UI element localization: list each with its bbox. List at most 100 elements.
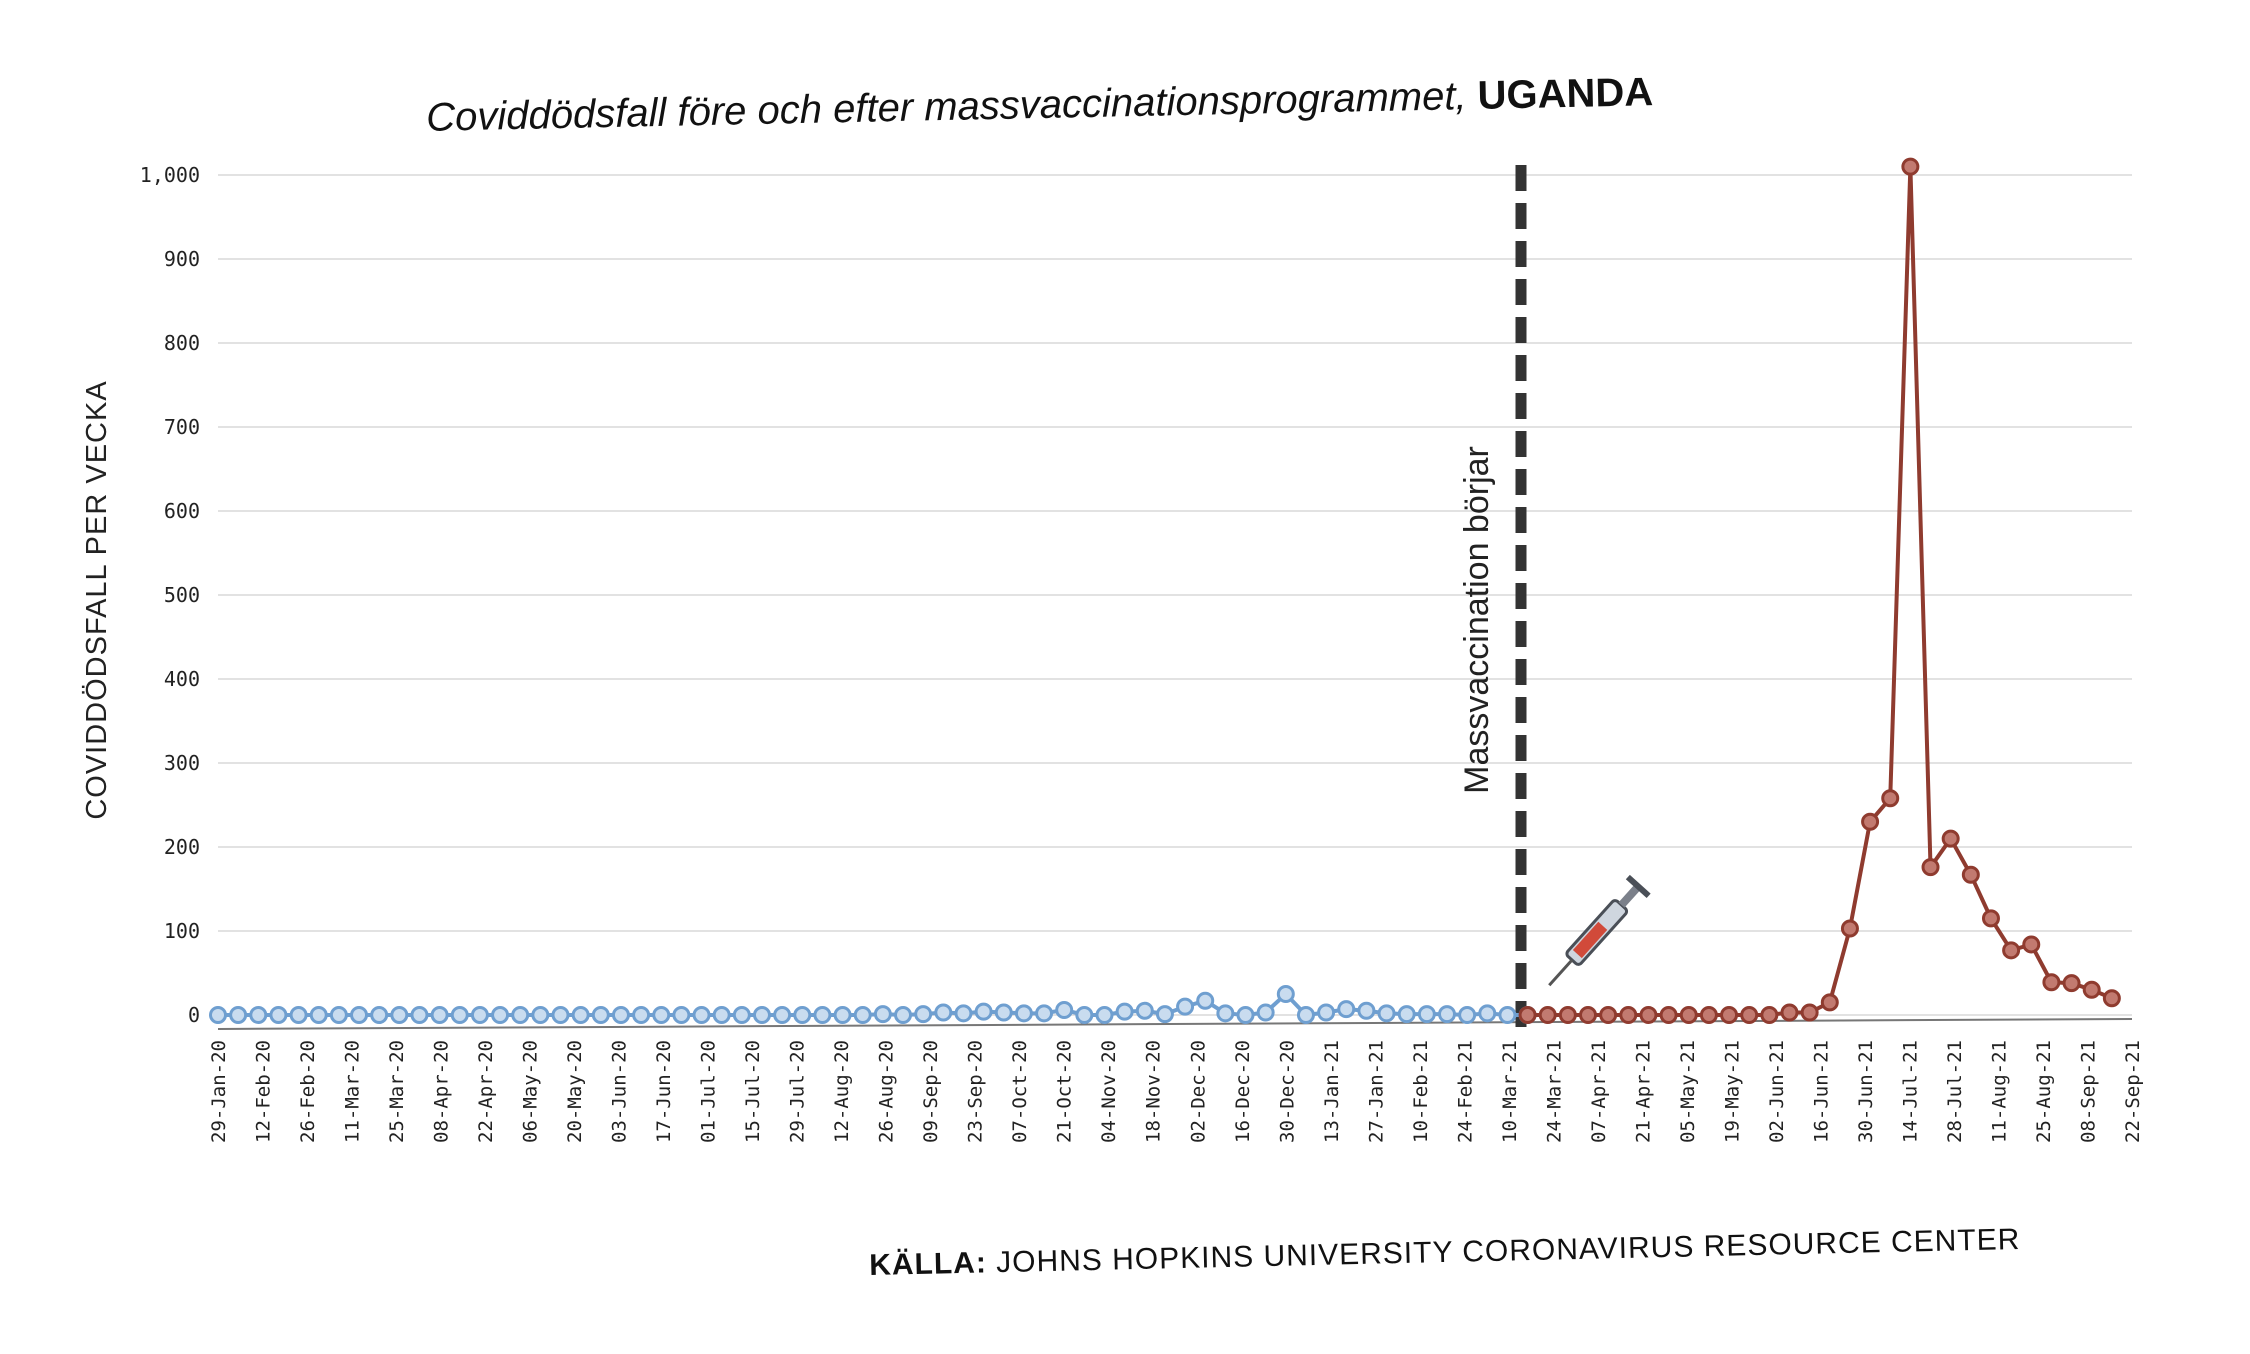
post-vaccination-point — [1861, 812, 1880, 831]
post-vaccination-line — [1527, 166, 2113, 1017]
x-tick-label: 28-Jul-21 — [1944, 1040, 1966, 1143]
pre-vaccination-point — [853, 1006, 872, 1024]
x-tick-label: 07-Oct-20 — [1009, 1040, 1031, 1143]
pre-vaccination-point — [732, 1006, 751, 1024]
x-tick-label: 30-Dec-20 — [1276, 1040, 1298, 1143]
post-vaccination-point — [2082, 980, 2101, 999]
post-vaccination-point — [1579, 1006, 1598, 1024]
pre-vaccination-point — [1176, 997, 1195, 1016]
post-vaccination-point — [1538, 1006, 1557, 1024]
pre-vaccination-point — [1055, 1000, 1074, 1019]
post-vaccination-point — [2002, 941, 2021, 960]
pre-vaccination-point — [511, 1006, 530, 1024]
post-vaccination-point — [1679, 1006, 1698, 1024]
x-tick-label: 19-May-21 — [1721, 1040, 1743, 1143]
x-tick-label: 26-Aug-20 — [876, 1040, 898, 1143]
pre-vaccination-point — [632, 1006, 651, 1024]
pre-vaccination-point — [370, 1006, 389, 1024]
x-tick-label: 02-Dec-20 — [1187, 1040, 1209, 1143]
x-tick-label: 15-Jul-20 — [742, 1040, 764, 1143]
post-vaccination-point — [1760, 1006, 1779, 1024]
pre-vaccination-point — [974, 1002, 993, 1021]
post-vaccination-point — [1921, 858, 1940, 877]
post-vaccination-point — [1840, 919, 1859, 938]
y-tick-label: 600 — [164, 499, 200, 523]
source-label: KÄLLA: — [869, 1246, 987, 1282]
x-tick-label: 05-May-21 — [1677, 1040, 1699, 1143]
y-tick-labels: 0 100 200 300 400 500 600 700 800 900 1,000 — [140, 163, 200, 1027]
pre-vaccination-point — [1014, 1004, 1033, 1023]
pre-vaccination-point — [1437, 1005, 1456, 1024]
y-tick-label: 300 — [164, 751, 200, 775]
pre-vaccination-point — [1317, 1003, 1336, 1022]
post-vaccination-point — [1901, 157, 1920, 176]
x-tick-label: 16-Dec-20 — [1232, 1040, 1254, 1143]
x-tick-label: 27-Jan-21 — [1365, 1040, 1387, 1143]
pre-vaccination-point — [1296, 1006, 1315, 1024]
pre-vaccination-point — [1135, 1001, 1154, 1020]
x-tick-label: 03-Jun-20 — [609, 1040, 631, 1143]
pre-vaccination-point — [752, 1006, 771, 1024]
post-vaccination-point — [1941, 829, 1960, 848]
pre-vaccination-point — [410, 1006, 429, 1024]
x-tick-label: 22-Apr-20 — [475, 1040, 497, 1143]
pre-vaccination-point — [833, 1006, 852, 1024]
post-vaccination-point — [2062, 974, 2081, 993]
x-tick-label: 22-Sep-21 — [2122, 1040, 2144, 1143]
post-vaccination-point — [2042, 973, 2061, 992]
pre-vaccination-point — [873, 1005, 892, 1024]
x-tick-label: 06-May-20 — [520, 1040, 542, 1143]
pre-vaccination-point — [793, 1006, 812, 1024]
post-vaccination-point — [1659, 1006, 1678, 1024]
x-tick-label: 25-Mar-20 — [386, 1040, 408, 1143]
y-tick-label: 400 — [164, 667, 200, 691]
pre-vaccination-point — [692, 1006, 711, 1024]
pre-vaccination-point — [1155, 1005, 1174, 1024]
post-vaccination-point — [1820, 993, 1839, 1012]
x-tick-label: 02-Jun-21 — [1766, 1040, 1788, 1143]
pre-vaccination-point — [773, 1006, 792, 1024]
pre-vaccination-point — [1035, 1004, 1054, 1023]
pre-vaccination-point — [1377, 1004, 1396, 1023]
x-tick-label: 21-Apr-21 — [1632, 1040, 1654, 1143]
pre-vaccination-point — [1196, 991, 1215, 1010]
x-tick-label: 08-Apr-20 — [431, 1040, 453, 1143]
pre-vaccination-point — [390, 1006, 409, 1024]
x-tick-label: 20-May-20 — [564, 1040, 586, 1143]
y-tick-label: 800 — [164, 331, 200, 355]
post-vaccination-point — [1780, 1003, 1799, 1022]
pre-vaccination-point — [591, 1006, 610, 1024]
pre-vaccination-point — [209, 1006, 227, 1024]
x-tick-label: 14-Jul-21 — [1899, 1040, 1921, 1143]
chart-title: Coviddödsfall före och efter massvaccina… — [426, 70, 1654, 140]
x-tick-label: 26-Feb-20 — [297, 1040, 319, 1143]
vaccination-start-annotation: Massvaccination börjar — [1458, 446, 1496, 794]
x-tick-label: 11-Aug-21 — [1988, 1040, 2010, 1143]
post-vaccination-point — [1699, 1006, 1718, 1024]
x-tick-label: 12-Feb-20 — [253, 1040, 275, 1143]
pre-vaccination-point — [249, 1006, 268, 1024]
post-vaccination-point — [1639, 1006, 1658, 1024]
pre-vaccination-point — [672, 1006, 691, 1024]
pre-vaccination-point — [1115, 1002, 1134, 1021]
x-tick-label: 17-Jun-20 — [653, 1040, 675, 1143]
pre-vaccination-point — [1095, 1006, 1114, 1024]
x-tick-label: 10-Mar-21 — [1499, 1040, 1521, 1143]
x-tick-labels: 29-Jan-20 12-Feb-20 26-Feb-20 11-Mar-20 25-M… — [208, 1040, 2144, 1143]
x-tick-label: 07-Apr-21 — [1588, 1040, 1610, 1143]
pre-vaccination-point — [229, 1006, 248, 1024]
pre-vaccination-point — [894, 1006, 913, 1024]
x-tick-label: 10-Feb-21 — [1410, 1040, 1432, 1143]
pre-vaccination-point — [470, 1006, 489, 1024]
pre-vaccination-point — [329, 1006, 348, 1024]
x-tick-label: 30-Jun-21 — [1855, 1040, 1877, 1143]
x-tick-label: 12-Aug-20 — [831, 1040, 853, 1143]
post-vaccination-point — [1881, 789, 1900, 808]
pre-vaccination-point — [491, 1006, 510, 1024]
post-vaccination-point — [2022, 935, 2041, 954]
x-tick-label: 18-Nov-20 — [1143, 1040, 1165, 1143]
post-vaccination-point — [1720, 1006, 1739, 1024]
x-tick-label: 24-Mar-21 — [1543, 1040, 1565, 1143]
x-tick-label: 08-Sep-21 — [2077, 1040, 2099, 1143]
pre-vaccination-point — [813, 1006, 832, 1024]
